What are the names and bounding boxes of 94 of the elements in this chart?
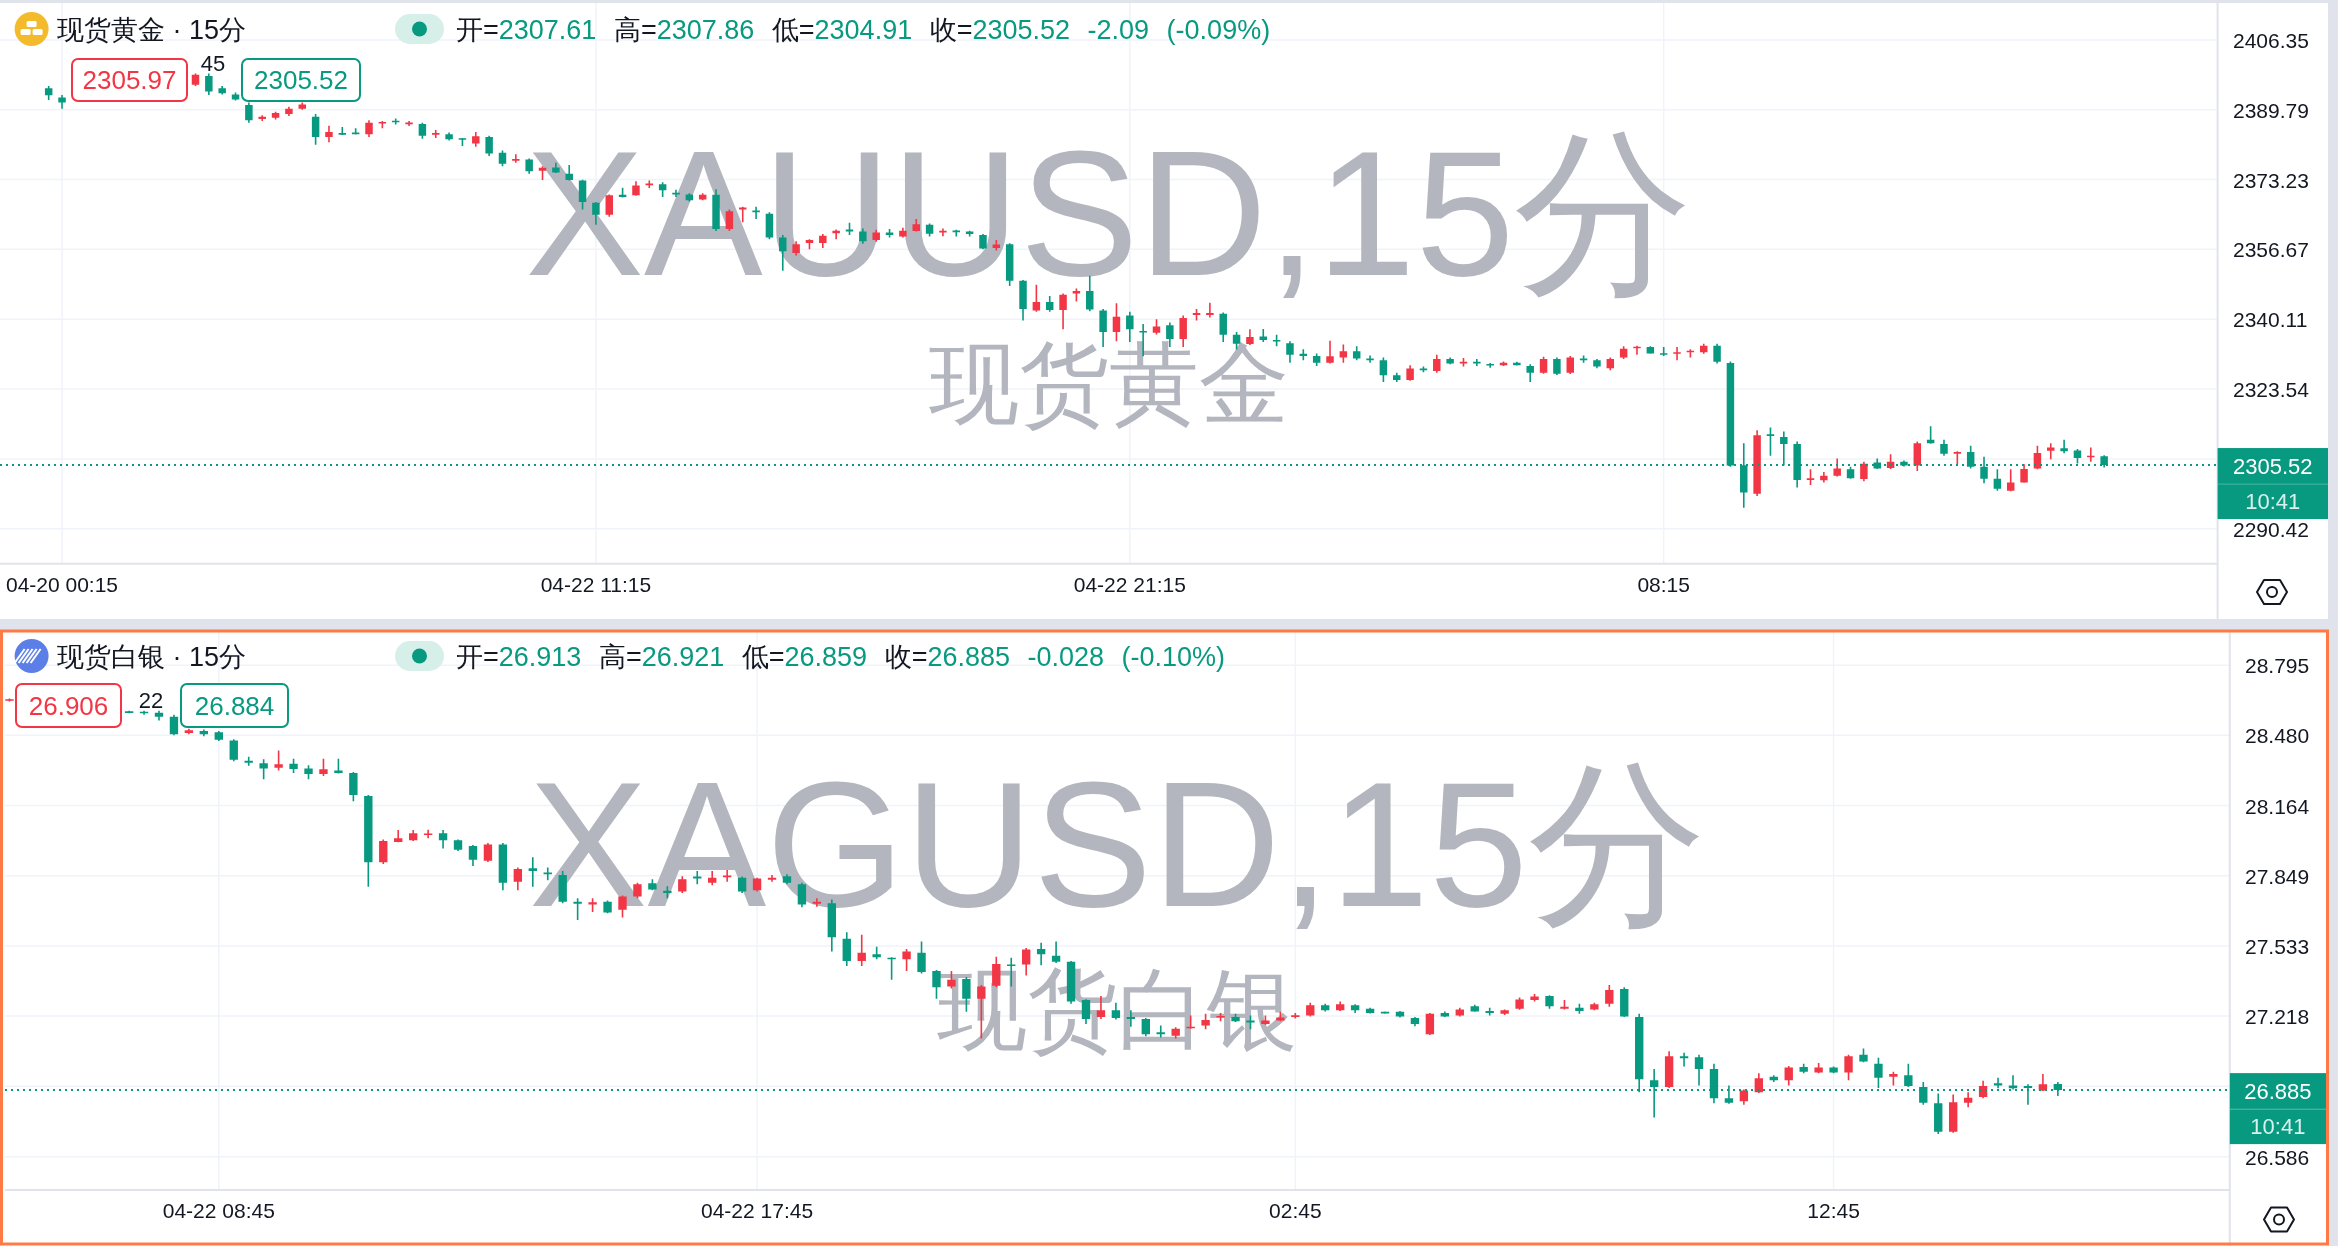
candlestick xyxy=(1219,312,1227,343)
text: 10:41 xyxy=(2245,489,2301,515)
ref-line-label: 2305.52 xyxy=(2233,453,2313,479)
candlestick xyxy=(2087,447,2095,462)
annotation: 2305.97 xyxy=(82,65,177,95)
candlestick xyxy=(1096,996,1106,1019)
y-tick-label: 27.218 xyxy=(2245,1005,2310,1029)
text: 2305.52 xyxy=(254,65,348,95)
candlestick xyxy=(423,829,433,839)
candlestick xyxy=(693,871,702,885)
annotation: 2305.52 xyxy=(972,14,1071,45)
ref-line-label: 26.885 xyxy=(2244,1078,2312,1104)
candlestick xyxy=(1553,357,1561,375)
candlestick xyxy=(1261,1015,1270,1025)
candlestick xyxy=(1526,364,1534,383)
candlestick xyxy=(1713,343,1721,364)
candlestick xyxy=(857,934,866,966)
y-tick-label: 28.795 xyxy=(2245,654,2310,678)
candlestick xyxy=(438,830,448,849)
text: 10:41 xyxy=(2250,1114,2306,1140)
x-tick-label: 04-22 08:45 xyxy=(162,1199,275,1222)
candlestick xyxy=(1433,354,1441,373)
candlestick xyxy=(2047,443,2055,460)
x-tick-label: 12:45 xyxy=(1807,1199,1860,1222)
x-tick-label: 02:45 xyxy=(1269,1199,1322,1222)
candlestick xyxy=(205,73,213,95)
candlestick xyxy=(812,898,822,907)
candlestick xyxy=(543,867,552,881)
chart-title: 现货白银 · 15分 xyxy=(57,641,247,672)
annotation: 26.884 xyxy=(194,690,275,721)
y-tick-label: 28.480 xyxy=(2245,724,2310,748)
annotation: 45 xyxy=(200,51,226,76)
x-tick-label: 04-22 17:45 xyxy=(701,1199,814,1222)
y-tick-label: 2290.42 xyxy=(2233,517,2309,541)
annotation: XAGUSD,15分 xyxy=(528,744,1706,944)
candlestick xyxy=(472,132,480,147)
candlestick xyxy=(1673,347,1681,361)
candlestick xyxy=(485,135,493,157)
candlestick xyxy=(512,154,520,163)
candlestick xyxy=(285,106,293,116)
x-tick-label: 04-22 11:15 xyxy=(540,572,652,596)
candlestick xyxy=(1844,1054,1853,1081)
text: 开=26.913 高=26.921 低=26.859 收=26.885 -0.028 (-0.10%) xyxy=(456,641,1226,672)
candlestick xyxy=(1366,355,1374,363)
candlestick xyxy=(633,882,642,899)
y-tick-label: 2323.54 xyxy=(2233,378,2310,402)
x-tick-label: 04-20 00:15 xyxy=(5,572,119,596)
candlestick xyxy=(1530,994,1539,1002)
candlestick xyxy=(1473,358,1481,367)
y-tick-label: 2406.35 xyxy=(2233,28,2309,52)
y-tick-label: 26.586 xyxy=(2245,1145,2310,1169)
candlestick xyxy=(722,869,732,882)
candlestick xyxy=(1833,458,1841,477)
candlestick xyxy=(394,830,403,843)
candlestick xyxy=(1291,1012,1300,1019)
candlestick xyxy=(244,756,253,766)
chart-title: 现货黄金 · 15分 xyxy=(57,14,247,45)
candlestick xyxy=(1051,941,1061,963)
candlestick xyxy=(445,132,453,141)
annotation: 现货黄金 xyxy=(928,334,1289,435)
candlestick xyxy=(1799,1063,1808,1074)
candlestick xyxy=(58,94,66,109)
y-tick-label: 2356.67 xyxy=(2233,238,2309,262)
candlestick xyxy=(1286,341,1294,363)
candlestick xyxy=(1326,340,1334,364)
y-tick-label: 2340.11 xyxy=(2233,308,2308,332)
candlestick xyxy=(1486,363,1494,368)
candlestick xyxy=(218,86,226,95)
candlestick xyxy=(1036,942,1046,966)
x-tick-label: 08:15 xyxy=(1637,572,1690,596)
candlestick xyxy=(767,875,777,882)
candlestick xyxy=(325,125,333,143)
candlestick xyxy=(1814,1062,1823,1074)
y-tick-label: 2389.79 xyxy=(2233,98,2309,122)
y-tick-label: 27.849 xyxy=(2245,864,2310,888)
candlestick xyxy=(1940,439,1948,456)
annotation: 22 xyxy=(138,687,164,713)
candlestick xyxy=(1246,1015,1255,1030)
y-tick-label: 2373.23 xyxy=(2233,168,2309,192)
y-tick-label: 28.164 xyxy=(2245,794,2310,818)
candlestick xyxy=(258,115,266,122)
annotation: 26.906 xyxy=(28,690,109,721)
candlestick xyxy=(1679,1052,1689,1067)
candlestick xyxy=(1963,1092,1973,1108)
candlestick xyxy=(1446,357,1454,365)
candlestick xyxy=(432,129,440,138)
y-tick-label: 27.533 xyxy=(2245,934,2310,958)
candlestick xyxy=(1126,311,1134,343)
candlestick xyxy=(1829,1066,1838,1074)
candlestick xyxy=(2006,469,2015,492)
x-tick-label: 04-22 21:15 xyxy=(1073,572,1186,596)
candlestick xyxy=(1500,1009,1509,1015)
candlestick xyxy=(304,765,313,780)
candlestick xyxy=(2060,439,2068,454)
